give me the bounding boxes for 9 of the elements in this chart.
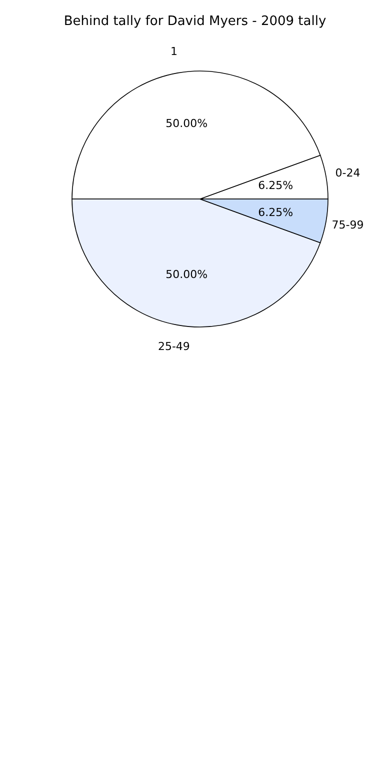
data-label: 50.00% [166,116,208,130]
slice-label: 75-99 [332,218,364,232]
data-label: 6.25% [258,206,294,219]
data-label: 50.00% [166,268,208,282]
chart-title: Behind tally for David Myers - 2009 tally [62,14,328,29]
slice-label: 25-49 [158,340,190,354]
data-label: 6.25% [258,179,294,192]
slice-label: 0-24 [335,166,360,180]
slice-label: 1 [170,44,178,58]
